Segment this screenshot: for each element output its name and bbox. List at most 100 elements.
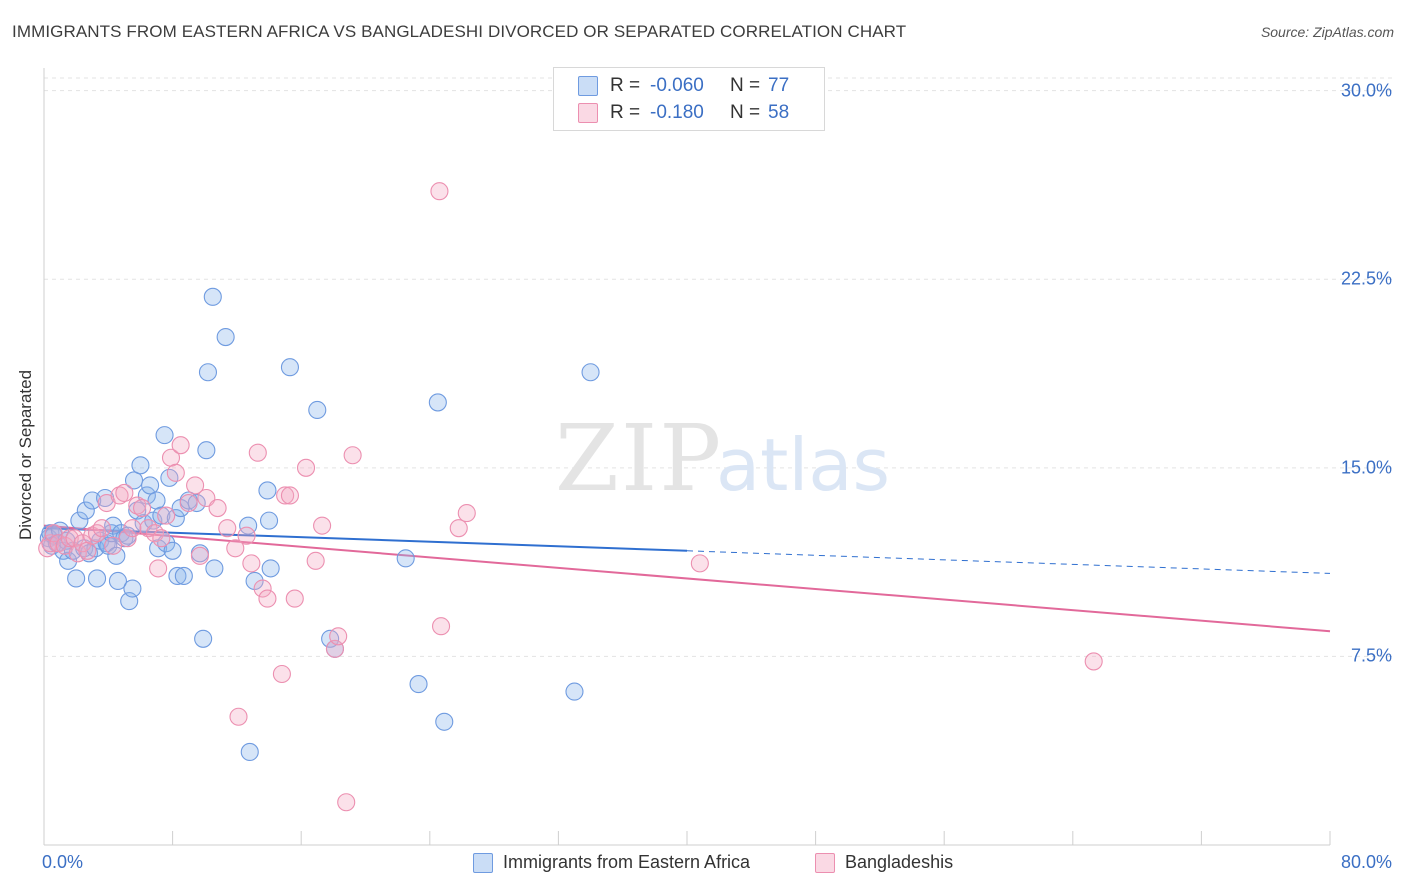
point-eastern-africa bbox=[198, 363, 218, 382]
point-bangladeshi bbox=[457, 504, 476, 523]
point-eastern-africa bbox=[155, 426, 174, 445]
legend-n-label: N = bbox=[730, 102, 761, 123]
point-eastern-africa bbox=[261, 559, 280, 578]
point-bangladeshi bbox=[272, 664, 291, 684]
chart-source: Source: ZipAtlas.com bbox=[1260, 24, 1394, 40]
trend-lines bbox=[43, 524, 1331, 633]
point-eastern-africa bbox=[70, 511, 89, 530]
axes bbox=[43, 68, 1331, 846]
point-eastern-africa bbox=[67, 569, 86, 588]
point-bangladeshi bbox=[190, 546, 209, 565]
point-bangladeshi bbox=[285, 589, 304, 608]
stats-legend: R = -0.060 N = 77 R = -0.180 N = 58 bbox=[553, 67, 825, 131]
point-eastern-africa bbox=[107, 546, 126, 565]
point-bangladeshi bbox=[78, 541, 97, 560]
point-bangladeshi bbox=[313, 516, 332, 535]
point-eastern-africa bbox=[108, 571, 127, 591]
legend-r-value: -0.180 bbox=[650, 102, 704, 123]
trend-line-bangladeshis bbox=[43, 524, 1331, 633]
y-tick-label: 15.0% bbox=[1340, 457, 1392, 478]
point-eastern-africa bbox=[203, 287, 222, 306]
point-bangladeshi bbox=[248, 443, 267, 462]
legend-r-label: R = bbox=[610, 75, 641, 96]
point-eastern-africa bbox=[409, 675, 428, 694]
point-bangladeshi bbox=[276, 486, 295, 505]
point-bangladeshi bbox=[83, 526, 102, 545]
point-bangladeshi bbox=[226, 539, 245, 558]
point-eastern-africa bbox=[197, 441, 216, 460]
point-bangladeshi bbox=[306, 551, 325, 570]
point-bangladeshi bbox=[179, 493, 198, 513]
y-axis-label: Divorced or Separated bbox=[16, 369, 35, 541]
point-eastern-africa bbox=[59, 551, 78, 570]
legend-swatch-pink bbox=[815, 852, 835, 873]
point-eastern-africa bbox=[428, 393, 447, 412]
point-bangladeshi bbox=[690, 554, 709, 573]
svg-text:atlas: atlas bbox=[716, 423, 890, 507]
point-bangladeshi bbox=[1084, 652, 1103, 671]
point-bangladeshi bbox=[152, 529, 171, 548]
legend-n-value: 77 bbox=[768, 75, 790, 96]
point-eastern-africa bbox=[157, 534, 176, 553]
point-bangladeshi bbox=[87, 524, 107, 543]
y-tick-label: 22.5% bbox=[1340, 268, 1392, 289]
point-eastern-africa bbox=[280, 358, 299, 377]
point-eastern-africa bbox=[124, 471, 144, 490]
point-bangladeshi bbox=[296, 458, 316, 477]
data-points bbox=[38, 182, 1103, 812]
point-eastern-africa bbox=[258, 481, 277, 500]
point-eastern-africa bbox=[308, 400, 327, 420]
point-bangladeshi bbox=[449, 519, 468, 538]
point-eastern-africa bbox=[141, 476, 160, 495]
point-bangladeshi bbox=[253, 579, 272, 598]
point-eastern-africa bbox=[435, 712, 454, 731]
y-tick-label: 7.5% bbox=[1350, 645, 1392, 666]
point-bangladeshi bbox=[149, 559, 168, 578]
point-bangladeshi bbox=[128, 496, 147, 515]
x-tick-min: 0.0% bbox=[42, 852, 84, 872]
legend-r-label: R = bbox=[610, 102, 641, 123]
point-eastern-africa bbox=[581, 363, 600, 382]
point-eastern-africa bbox=[396, 549, 415, 568]
point-eastern-africa bbox=[168, 566, 187, 585]
point-eastern-africa bbox=[87, 569, 107, 588]
legend-swatch-pink bbox=[578, 103, 598, 123]
point-bangladeshi bbox=[171, 436, 190, 455]
point-eastern-africa bbox=[216, 328, 235, 347]
legend-item-bangladeshis: Bangladeshis bbox=[815, 852, 953, 873]
point-eastern-africa bbox=[76, 501, 95, 520]
point-eastern-africa bbox=[123, 579, 142, 598]
point-bangladeshi bbox=[218, 519, 237, 538]
point-eastern-africa bbox=[194, 629, 213, 648]
legend-item-eastern-africa: Immigrants from Eastern Africa bbox=[473, 852, 750, 873]
legend-n-value: 58 bbox=[768, 102, 790, 123]
legend-row-eastern-africa: R = -0.060 N = 77 bbox=[578, 73, 789, 99]
watermark: ZIP atlas bbox=[555, 405, 890, 512]
legend-row-bangladeshis: R = -0.180 N = 58 bbox=[578, 100, 789, 126]
point-bangladeshi bbox=[430, 182, 449, 201]
point-eastern-africa bbox=[131, 456, 150, 475]
point-bangladeshi bbox=[92, 519, 111, 538]
trend-line-eastern-africa-projected bbox=[686, 550, 1331, 574]
point-bangladeshi bbox=[110, 486, 129, 505]
point-bangladeshi bbox=[197, 488, 216, 508]
point-bangladeshi bbox=[258, 589, 277, 608]
legend-r-value: -0.060 bbox=[650, 75, 704, 96]
point-bangladeshi bbox=[133, 498, 152, 518]
point-eastern-africa bbox=[259, 511, 279, 530]
point-bangladeshi bbox=[118, 529, 137, 548]
point-eastern-africa bbox=[163, 541, 182, 560]
point-eastern-africa bbox=[240, 742, 259, 762]
point-bangladeshi bbox=[104, 536, 123, 555]
point-bangladeshi bbox=[38, 539, 57, 558]
point-eastern-africa bbox=[152, 506, 171, 525]
point-bangladeshi bbox=[208, 498, 227, 518]
point-bangladeshi bbox=[329, 627, 348, 646]
point-eastern-africa bbox=[565, 682, 584, 701]
point-bangladeshi bbox=[44, 524, 63, 543]
point-bangladeshi bbox=[237, 526, 256, 545]
legend-n-label: N = bbox=[730, 75, 761, 96]
point-bangladeshi bbox=[280, 486, 299, 505]
y-tick-label: 30.0% bbox=[1340, 80, 1392, 101]
